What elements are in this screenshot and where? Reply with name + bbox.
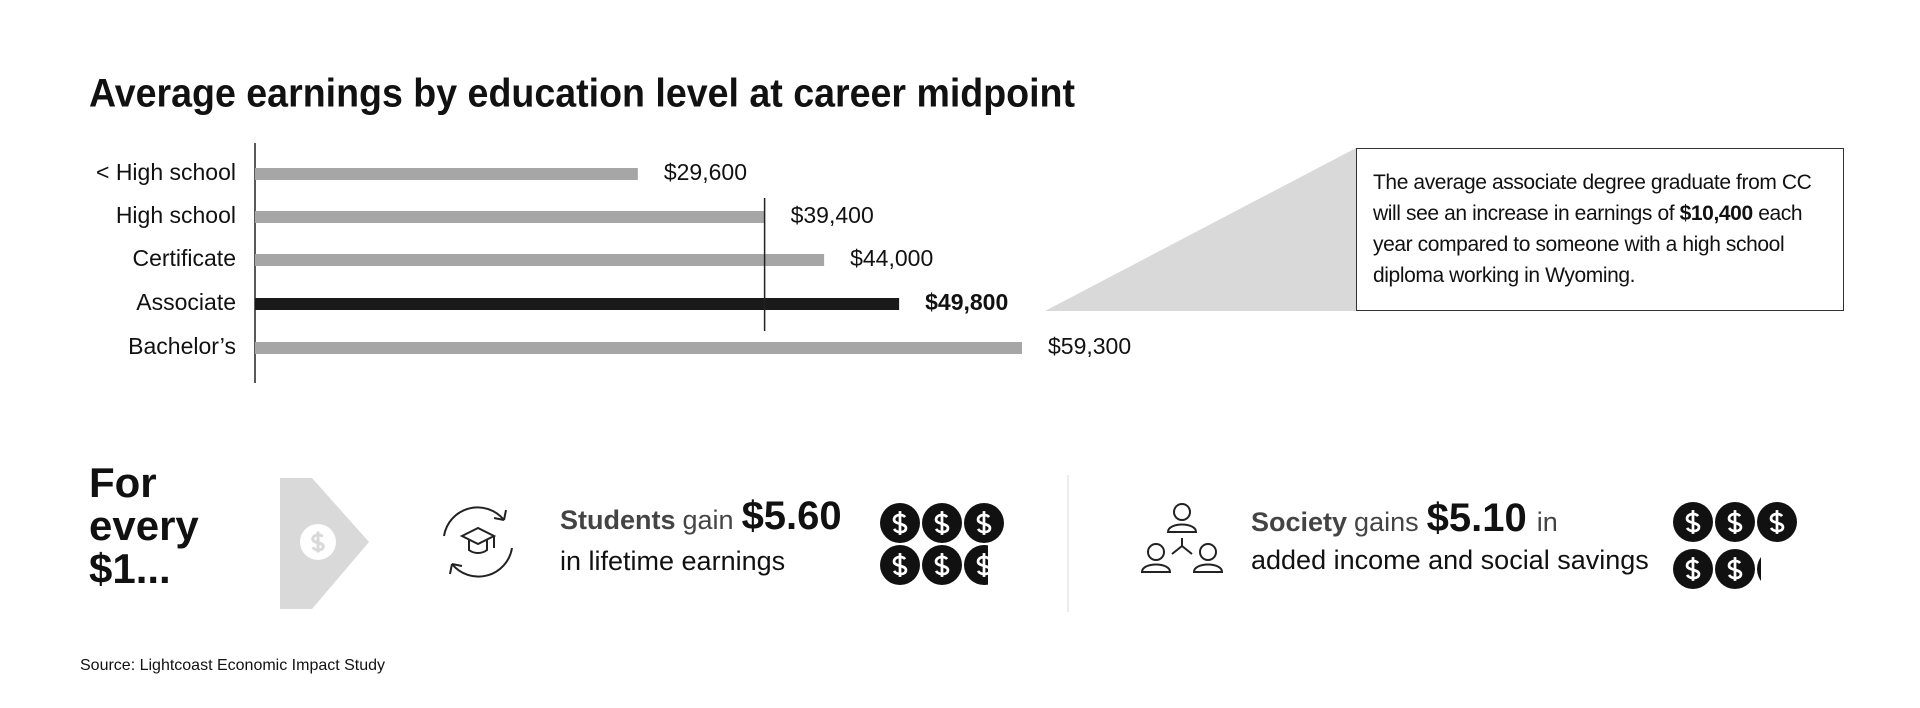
- value-label: $59,300: [1048, 333, 1131, 359]
- students-icon: [443, 506, 513, 578]
- source: Source: Lightcoast Economic Impact Study: [80, 657, 385, 674]
- coin-glyph: [1727, 557, 1743, 581]
- bar: [255, 298, 900, 310]
- bar: [255, 254, 825, 266]
- coin: [880, 545, 920, 585]
- coin-glyph: [1685, 557, 1701, 581]
- coin-glyph: [892, 511, 908, 535]
- heading: every: [89, 502, 199, 549]
- category-label: Certificate: [132, 245, 236, 271]
- coin: [1673, 549, 1713, 589]
- bar: [255, 342, 1022, 354]
- coin-glyph: [934, 553, 950, 577]
- impact-headline: Society gains $5.10 in: [1251, 496, 1558, 540]
- impact-description: added income and social savings: [1251, 545, 1649, 575]
- coin-glyph-s: [1771, 561, 1783, 578]
- value-label: $44,000: [850, 245, 933, 271]
- callout-pointer: [1045, 148, 1356, 311]
- impact-value: $5.60: [742, 494, 842, 538]
- chart-title: Average earnings by education level at c…: [89, 72, 1075, 116]
- impact-subject: Students: [560, 505, 676, 535]
- coin: [1757, 502, 1797, 542]
- impact-subject: Society: [1251, 507, 1347, 537]
- coin-glyph: [976, 553, 988, 577]
- coin: [964, 545, 988, 585]
- coin-glyph: [1685, 510, 1701, 534]
- bar: [255, 211, 765, 223]
- coin: [1673, 502, 1713, 542]
- heading: $1...: [89, 545, 171, 592]
- callout: The average associate degree graduate fr…: [1356, 148, 1844, 311]
- coin-glyph: [1727, 510, 1743, 534]
- coin: [880, 503, 920, 543]
- coin: [1715, 502, 1755, 542]
- heading: For: [89, 459, 157, 506]
- coin-glyph: [1771, 557, 1783, 581]
- coin: [922, 545, 962, 585]
- impact-verb: gains: [1354, 507, 1419, 537]
- impact-value: $5.10: [1427, 496, 1527, 540]
- value-label: $39,400: [791, 202, 874, 228]
- impact-verb: gain: [683, 505, 734, 535]
- coin-glyph: [976, 511, 992, 535]
- category-label: Associate: [136, 289, 236, 315]
- category-label: High school: [116, 202, 236, 228]
- coin: [1757, 557, 1783, 581]
- callout-highlight: $10,400: [1679, 202, 1754, 225]
- callout-text: The average associate degree graduate fr…: [1373, 171, 1812, 225]
- coin-mark: [1757, 557, 1761, 581]
- coin-glyph: [892, 553, 908, 577]
- value-label: $49,800: [925, 289, 1008, 315]
- impact-headline: Students gain $5.60: [560, 494, 842, 538]
- value-label: $29,600: [664, 159, 747, 185]
- bar: [255, 168, 638, 180]
- coin: [964, 503, 1004, 543]
- coin: [922, 503, 962, 543]
- category-label: Bachelor’s: [128, 333, 236, 359]
- category-label: < High school: [96, 159, 236, 185]
- impact-tail: in: [1537, 507, 1558, 537]
- coin-glyph: [934, 511, 950, 535]
- society-icon: [1140, 503, 1224, 573]
- dollar-glyph: [311, 531, 325, 553]
- callout-text: each year compared to someone with a hig…: [1373, 202, 1803, 287]
- impact-description: in lifetime earnings: [560, 546, 785, 576]
- coin: [1715, 549, 1755, 589]
- coin-glyph: [1769, 510, 1785, 534]
